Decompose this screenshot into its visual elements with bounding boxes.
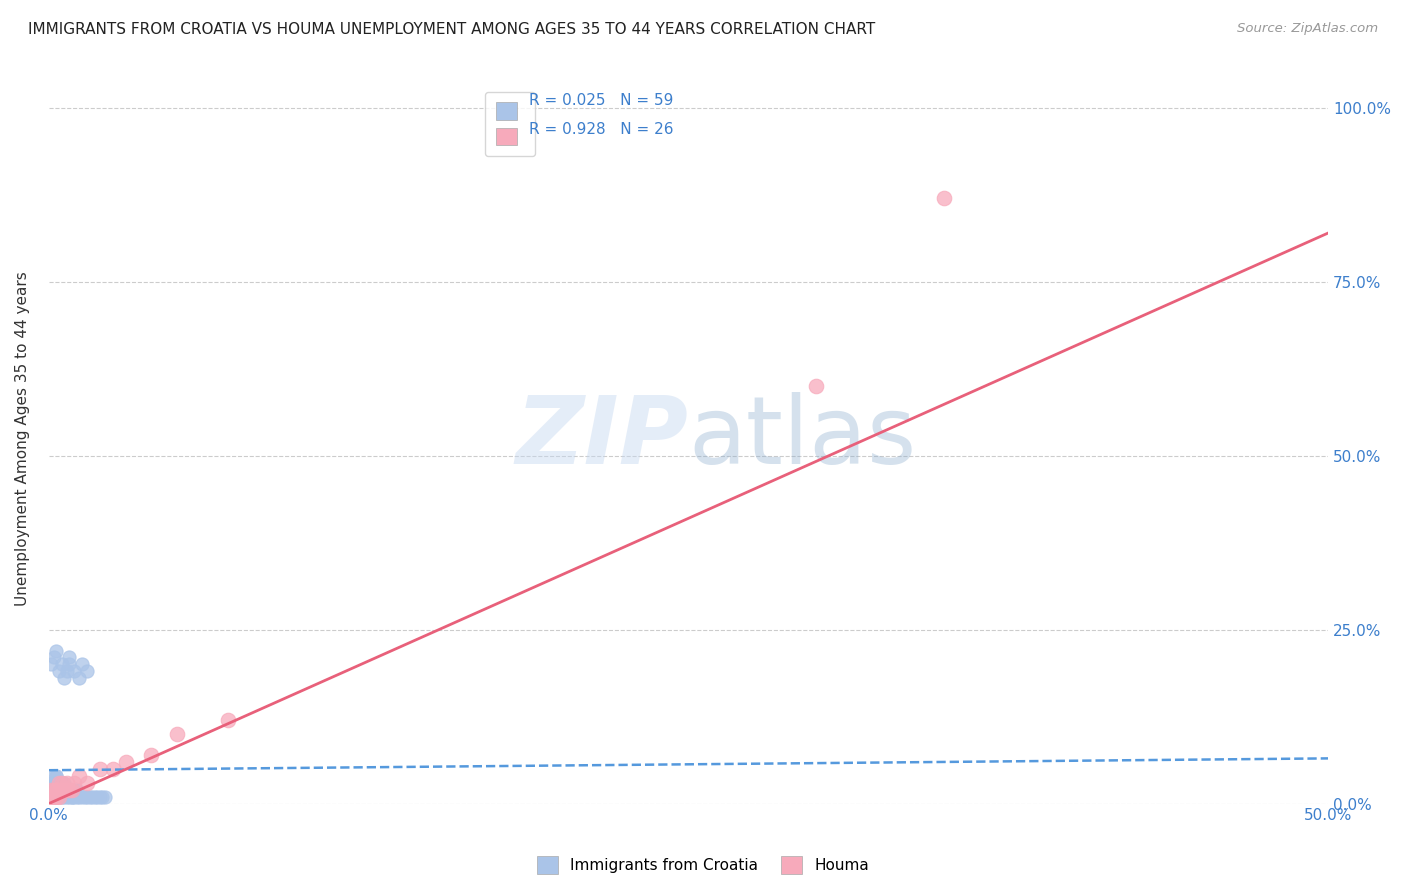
Point <box>70 657 93 672</box>
Point <box>91 789 114 804</box>
Point <box>45 782 67 797</box>
Point <box>48 776 70 790</box>
Point <box>42 782 65 797</box>
Point <box>45 776 67 790</box>
Point <box>51 657 73 672</box>
Point <box>51 782 73 797</box>
Point <box>806 379 828 393</box>
Point <box>45 789 67 804</box>
Text: R = 0.025   N = 59: R = 0.025 N = 59 <box>529 93 673 108</box>
Point <box>76 665 98 679</box>
Point <box>66 782 89 797</box>
Point <box>89 789 111 804</box>
Point <box>39 776 62 790</box>
Point <box>39 782 62 797</box>
Point <box>58 657 80 672</box>
Point <box>53 789 76 804</box>
Point <box>70 789 93 804</box>
Point <box>66 789 89 804</box>
Point <box>48 789 70 804</box>
Point <box>114 755 136 769</box>
Point <box>83 789 105 804</box>
Point <box>76 776 98 790</box>
Point <box>69 672 91 686</box>
Point <box>42 789 65 804</box>
Point <box>217 713 239 727</box>
Point <box>42 650 65 665</box>
Point <box>39 789 62 804</box>
Point <box>63 776 86 790</box>
Point <box>45 782 67 797</box>
Point <box>48 776 70 790</box>
Point <box>63 782 86 797</box>
Point <box>42 769 65 783</box>
Point <box>51 782 73 797</box>
Point <box>51 776 73 790</box>
Point <box>45 769 67 783</box>
Point <box>58 789 80 804</box>
Point <box>55 789 77 804</box>
Point <box>58 650 80 665</box>
Point <box>69 769 91 783</box>
Point <box>101 762 124 776</box>
Point <box>48 665 70 679</box>
Point <box>55 665 77 679</box>
Point <box>42 776 65 790</box>
Point <box>69 789 91 804</box>
Point <box>53 672 76 686</box>
Point <box>55 782 77 797</box>
Point <box>39 657 62 672</box>
Point <box>139 747 162 762</box>
Text: atlas: atlas <box>689 392 917 484</box>
Point <box>53 782 76 797</box>
Text: ZIP: ZIP <box>516 392 689 484</box>
Point <box>60 782 83 797</box>
Point <box>39 789 62 804</box>
Point <box>39 782 62 797</box>
Point <box>51 789 73 804</box>
Point <box>89 762 111 776</box>
Point <box>39 782 62 797</box>
Point <box>45 643 67 657</box>
Y-axis label: Unemployment Among Ages 35 to 44 years: Unemployment Among Ages 35 to 44 years <box>15 271 30 606</box>
Point <box>166 727 188 741</box>
Point <box>51 776 73 790</box>
Point <box>53 776 76 790</box>
Point <box>60 789 83 804</box>
Point <box>48 782 70 797</box>
Point <box>55 776 77 790</box>
Point <box>42 782 65 797</box>
Point <box>934 191 956 205</box>
Point <box>63 789 86 804</box>
Point <box>51 776 73 790</box>
Text: R = 0.928   N = 26: R = 0.928 N = 26 <box>529 122 673 137</box>
Point <box>58 782 80 797</box>
Point <box>60 782 83 797</box>
Point <box>53 782 76 797</box>
Point <box>45 789 67 804</box>
Point <box>76 789 98 804</box>
Point <box>48 789 70 804</box>
Text: Source: ZipAtlas.com: Source: ZipAtlas.com <box>1237 22 1378 36</box>
Point <box>42 789 65 804</box>
Legend: , : , <box>485 92 536 156</box>
Point <box>55 782 77 797</box>
Legend: Immigrants from Croatia, Houma: Immigrants from Croatia, Houma <box>530 850 876 880</box>
Point <box>45 769 67 783</box>
Point <box>79 789 101 804</box>
Point <box>73 789 96 804</box>
Point <box>58 782 80 797</box>
Point <box>82 789 104 804</box>
Point <box>86 789 108 804</box>
Text: IMMIGRANTS FROM CROATIA VS HOUMA UNEMPLOYMENT AMONG AGES 35 TO 44 YEARS CORRELAT: IMMIGRANTS FROM CROATIA VS HOUMA UNEMPLO… <box>28 22 876 37</box>
Point <box>94 789 117 804</box>
Point <box>63 665 86 679</box>
Point <box>60 789 83 804</box>
Point <box>39 789 62 804</box>
